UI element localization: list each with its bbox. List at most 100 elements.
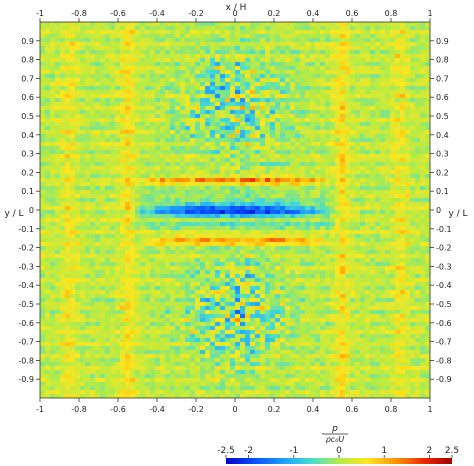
field-cell	[355, 82, 361, 87]
field-cell	[410, 142, 416, 147]
field-cell	[145, 154, 151, 159]
field-cell	[85, 178, 91, 183]
field-cell	[245, 186, 251, 191]
field-cell	[265, 206, 271, 211]
field-cell	[230, 70, 236, 75]
field-cell	[225, 46, 231, 51]
field-cell	[330, 266, 336, 271]
field-cell	[40, 174, 46, 179]
field-cell	[205, 222, 211, 227]
field-cell	[135, 214, 141, 219]
field-cell	[410, 166, 416, 171]
field-cell	[345, 170, 351, 175]
field-cell	[405, 86, 411, 91]
field-cell	[50, 170, 56, 175]
field-cell	[85, 54, 91, 59]
field-cell	[155, 62, 161, 67]
field-cell	[120, 226, 126, 231]
field-cell	[170, 234, 176, 239]
field-cell	[90, 138, 96, 143]
field-cell	[405, 70, 411, 75]
field-cell	[65, 98, 71, 103]
field-cell	[150, 254, 156, 259]
field-cell	[80, 74, 86, 79]
field-cell	[330, 50, 336, 55]
field-cell	[175, 230, 181, 235]
field-cell	[110, 210, 116, 215]
field-cell	[115, 258, 121, 263]
field-cell	[155, 226, 161, 231]
field-cell	[290, 190, 296, 195]
field-cell	[195, 234, 201, 239]
field-cell	[305, 210, 311, 215]
field-cell	[40, 74, 46, 79]
field-cell	[265, 126, 271, 131]
field-cell	[405, 266, 411, 271]
field-cell	[165, 234, 171, 239]
field-cell	[410, 94, 416, 99]
field-cell	[45, 202, 51, 207]
field-cell	[420, 98, 426, 103]
field-cell	[125, 38, 131, 43]
field-cell	[190, 238, 196, 243]
field-cell	[315, 154, 321, 159]
field-cell	[150, 106, 156, 111]
field-cell	[145, 102, 151, 107]
field-cell	[210, 258, 216, 263]
field-cell	[180, 186, 186, 191]
field-cell	[110, 270, 116, 275]
field-cell	[390, 38, 396, 43]
field-cell	[45, 254, 51, 259]
field-cell	[240, 118, 246, 123]
field-cell	[115, 210, 121, 215]
field-cell	[265, 66, 271, 71]
field-cell	[175, 214, 181, 219]
field-cell	[285, 214, 291, 219]
field-cell	[120, 102, 126, 107]
field-cell	[405, 114, 411, 119]
field-cell	[310, 254, 316, 259]
field-cell	[295, 170, 301, 175]
field-cell	[345, 190, 351, 195]
field-cell	[45, 170, 51, 175]
field-cell	[215, 214, 221, 219]
field-cell	[135, 106, 141, 111]
field-cell	[210, 114, 216, 119]
field-cell	[340, 106, 346, 111]
field-cell	[365, 222, 371, 227]
field-cell	[290, 210, 296, 215]
field-cell	[220, 118, 226, 123]
field-cell	[310, 238, 316, 243]
field-cell	[395, 266, 401, 271]
field-cell	[380, 186, 386, 191]
field-cell	[115, 30, 121, 35]
field-cell	[140, 122, 146, 127]
field-cell	[150, 150, 156, 155]
field-cell	[115, 206, 121, 211]
field-cell	[290, 266, 296, 271]
field-cell	[410, 126, 416, 131]
field-cell	[145, 258, 151, 263]
field-cell	[255, 78, 261, 83]
field-cell	[230, 74, 236, 79]
field-cell	[215, 58, 221, 63]
field-cell	[310, 50, 316, 55]
field-cell	[425, 110, 430, 115]
field-cell	[415, 174, 421, 179]
field-cell	[105, 218, 111, 223]
field-cell	[275, 118, 281, 123]
field-cell	[305, 78, 311, 83]
field-cell	[120, 154, 126, 159]
field-cell	[195, 114, 201, 119]
field-cell	[360, 262, 366, 267]
field-cell	[340, 162, 346, 167]
field-cell	[190, 270, 196, 275]
field-cell	[315, 130, 321, 135]
field-cell	[225, 70, 231, 75]
field-cell	[415, 138, 421, 143]
field-cell	[170, 158, 176, 163]
field-cell	[155, 194, 161, 199]
field-cell	[90, 78, 96, 83]
field-cell	[165, 198, 171, 203]
field-cell	[205, 178, 211, 183]
